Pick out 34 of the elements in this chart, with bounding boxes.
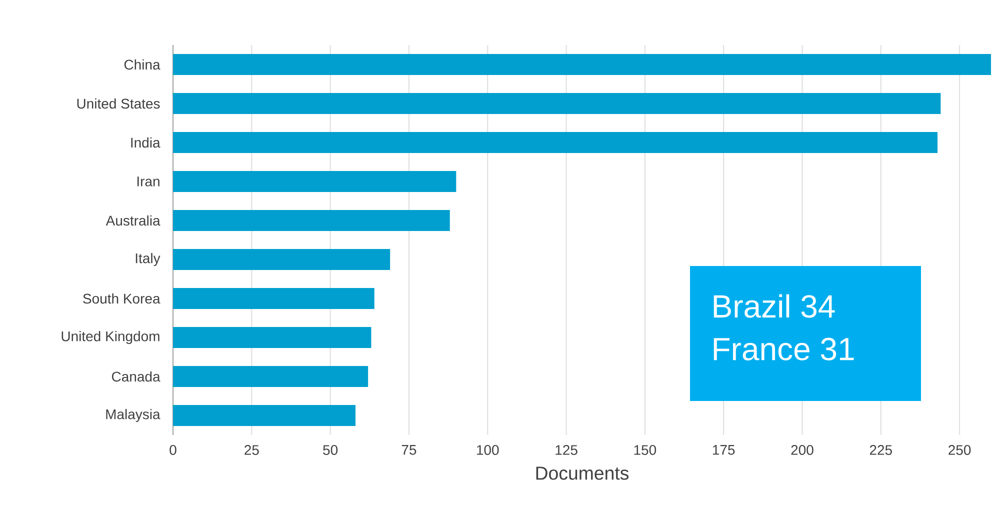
y-tick-label: India xyxy=(131,137,160,148)
x-tick-label: 225 xyxy=(870,445,892,455)
x-tick-label: 150 xyxy=(634,445,656,455)
x-tick-label: 75 xyxy=(402,445,416,455)
bar xyxy=(173,326,372,348)
x-tick-label: 125 xyxy=(556,445,578,455)
annotation: Brazil 34 xyxy=(714,294,835,318)
bar xyxy=(173,404,356,426)
bar xyxy=(173,210,450,231)
y-tick-label: Canada xyxy=(112,371,160,382)
x-tick-label: 0 xyxy=(170,445,176,455)
x-tick-label: 25 xyxy=(244,445,259,455)
bar xyxy=(173,93,941,114)
y-tick-label: Iran xyxy=(137,176,160,186)
y-tick-label: United Kingdom xyxy=(62,330,160,344)
x-tick-label: 250 xyxy=(948,445,971,455)
y-tick-label: United States xyxy=(77,98,160,109)
bar xyxy=(173,54,991,75)
bar xyxy=(173,249,390,270)
bar xyxy=(173,366,368,387)
y-tick-label: Italy xyxy=(136,252,160,266)
bar xyxy=(173,132,938,153)
x-tick-label: 50 xyxy=(323,445,338,455)
bar xyxy=(173,288,374,309)
y-tick-label: Malaysia xyxy=(106,408,160,422)
y-tick-label: South Korea xyxy=(83,293,160,304)
annotation: France 31 xyxy=(714,338,854,360)
bar xyxy=(173,171,456,192)
x-tick-label: 175 xyxy=(712,445,735,455)
x-tick-label: 200 xyxy=(791,445,814,455)
y-tick-label: Australia xyxy=(106,215,160,226)
x-axis-title: Documents xyxy=(536,466,629,480)
x-tick-label: 100 xyxy=(477,445,499,455)
y-tick-label: China xyxy=(124,59,160,70)
